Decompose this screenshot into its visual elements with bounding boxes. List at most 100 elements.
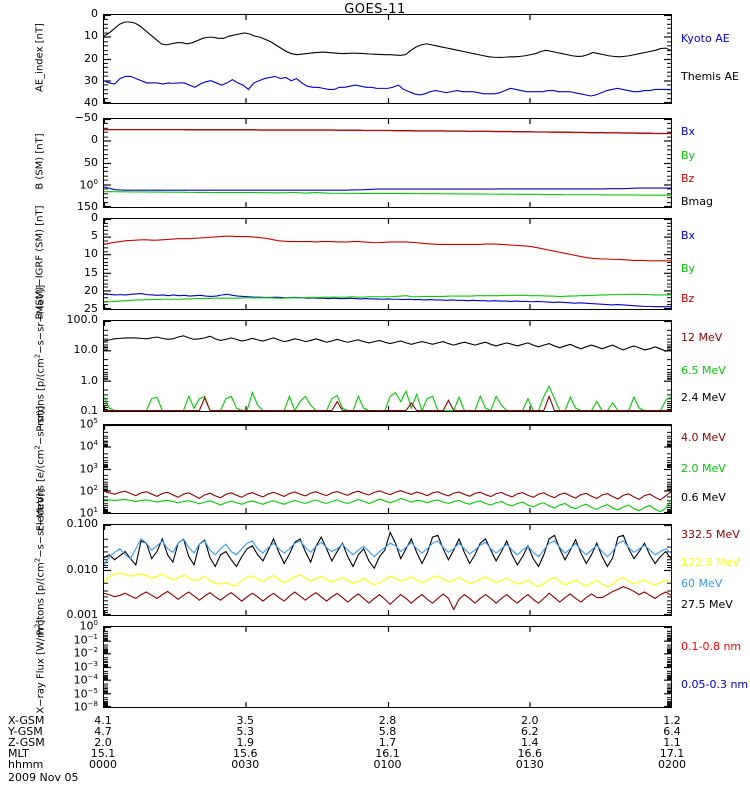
y-tick-label: 0 — [91, 133, 98, 147]
y-tick-label: 20 — [84, 283, 98, 297]
axis-value: 15.1 — [90, 747, 116, 760]
axis-value: 0130 — [515, 758, 544, 771]
y-tick-label: 30 — [84, 73, 98, 87]
legend-label-bz: Bz — [681, 291, 695, 305]
chart-panel-xray-flux — [103, 626, 672, 708]
y-tick-label: 101 — [79, 506, 98, 520]
legend-label-bx: Bx — [681, 229, 696, 243]
y-tick-label: −50 — [74, 111, 98, 124]
chart-panel-b-sm-minus-igrf — [103, 218, 672, 310]
axis-row-label-mlt: MLT — [8, 747, 29, 760]
axis-value: 16.6 — [517, 747, 543, 760]
axis-value: 2.0 — [94, 736, 112, 749]
y-tick-label: 105 — [79, 417, 98, 431]
legend-label-0-1-0-8-nm: 0.1-0.8 nm — [681, 639, 742, 653]
axis-value: 0200 — [658, 758, 686, 771]
series-by — [104, 294, 671, 302]
y-tick-label: 10−4 — [73, 673, 98, 687]
y-tick-label: 25 — [84, 302, 98, 315]
axis-value: 17.1 — [659, 747, 685, 760]
y-tick-label: 1.0 — [80, 373, 99, 387]
y-tick-label: 10−8 — [73, 700, 98, 714]
series-bx — [104, 187, 671, 190]
legend-label-kyoto-ae: Kyoto AE — [681, 32, 730, 46]
y-tick-label: 10.0 — [73, 343, 99, 357]
y-tick-label: 0 — [91, 7, 98, 20]
chart-panel-electrons — [103, 424, 672, 514]
y-tick-label: 150 — [77, 200, 98, 213]
legend-label-122-5-mev: 122.5 MeV — [681, 555, 740, 569]
axis-row-label-hhmm: hhmm — [8, 758, 44, 771]
legend-label-themis-ae: Themis AE — [681, 70, 739, 83]
y-tick-label: 104 — [79, 439, 98, 453]
series-bz — [104, 236, 671, 261]
axis-value: 0000 — [89, 758, 117, 771]
axis-value: 2.0 — [521, 714, 539, 727]
y-tick-label: 50 — [84, 155, 98, 169]
y-tick-label: 103 — [79, 461, 98, 476]
chart-panel-ae-index — [103, 14, 672, 104]
y-tick-label: 100 — [79, 177, 98, 192]
series-kyoto-ae — [104, 76, 671, 96]
legend-label-27-5-mev: 27.5 MeV — [681, 597, 733, 611]
series-332-5-mev — [104, 587, 671, 610]
legend-label-bx: Bx — [681, 125, 696, 139]
axis-value: 2.8 — [378, 714, 397, 727]
legend-label-332-5-mev: 332.5 MeV — [681, 528, 740, 542]
legend-label-0-05-0-3-nm: 0.05-0.3 nm — [681, 678, 749, 692]
series-2-4-mev — [104, 336, 671, 351]
chart-panel-protons-high — [103, 524, 672, 616]
legend-label-2-0-mev: 2.0 MeV — [681, 462, 726, 475]
axis-value: 16.1 — [375, 747, 400, 760]
series-themis-ae — [104, 22, 671, 57]
legend-label-bz: Bz — [681, 172, 695, 186]
y-tick-label: 0.010 — [66, 562, 99, 576]
legend-label-60-mev: 60 MeV — [681, 576, 723, 590]
date-label: 2009 Nov 05 — [8, 771, 79, 784]
axis-row-label-z-gsm: Z-GSM — [8, 736, 45, 749]
axis-value: 0100 — [373, 758, 402, 771]
legend-label-2-4-mev: 2.4 MeV — [681, 391, 726, 405]
legend-label-12-mev: 12 MeV — [681, 331, 723, 345]
axis-value: 6.2 — [521, 725, 539, 738]
axis-value: 1.9 — [236, 736, 255, 749]
axis-value: 15.6 — [233, 747, 258, 760]
y-axis-label-xray-flux: X−ray Flux [W/m2] — [33, 619, 47, 714]
series-bz — [104, 130, 671, 134]
axis-value: 5.8 — [378, 725, 397, 738]
axis-value: 6.4 — [663, 725, 681, 738]
axis-value: 3.5 — [236, 714, 255, 727]
series-4-0-mev — [104, 491, 671, 500]
y-tick-label: 10 — [84, 29, 98, 43]
legend-label-6-5-mev: 6.5 MeV — [681, 363, 726, 377]
axis-value: 1.7 — [378, 736, 397, 749]
y-tick-label: 0.1 — [80, 404, 99, 417]
series-12-mev — [104, 396, 671, 410]
y-tick-label: 10−3 — [73, 659, 98, 674]
chart-panel-protons-low — [103, 320, 672, 412]
y-tick-label: 5 — [91, 229, 98, 243]
series-122-5-mev — [104, 573, 671, 587]
legend-label-0-6-mev: 0.6 MeV — [681, 490, 726, 504]
y-tick-label: 0.100 — [66, 517, 99, 530]
axis-value: 4.7 — [94, 725, 112, 738]
axis-value: 1.4 — [521, 736, 539, 749]
axis-value: 0030 — [231, 758, 260, 771]
y-tick-label: 10−5 — [73, 686, 98, 701]
y-tick-label: 100 — [79, 619, 98, 633]
axis-row-label-x-gsm: X-GSM — [8, 714, 45, 727]
series-6-5-mev — [104, 386, 671, 410]
series-2-0-mev — [104, 499, 671, 512]
y-tick-label: 102 — [79, 483, 98, 498]
y-tick-label: 0.001 — [66, 608, 99, 621]
series-60-mev — [104, 539, 671, 565]
y-tick-label: 10−2 — [73, 646, 98, 660]
axis-value: 5.3 — [236, 725, 255, 738]
y-tick-label: 10−1 — [73, 632, 98, 647]
series-by — [104, 192, 671, 195]
legend-label-bmag: Bmag — [681, 194, 713, 208]
series-27-5-mev — [104, 532, 671, 568]
axis-value: 1.2 — [663, 714, 681, 727]
page-title: GOES-11 — [344, 2, 406, 17]
chart-panel-b-sm — [103, 118, 672, 208]
